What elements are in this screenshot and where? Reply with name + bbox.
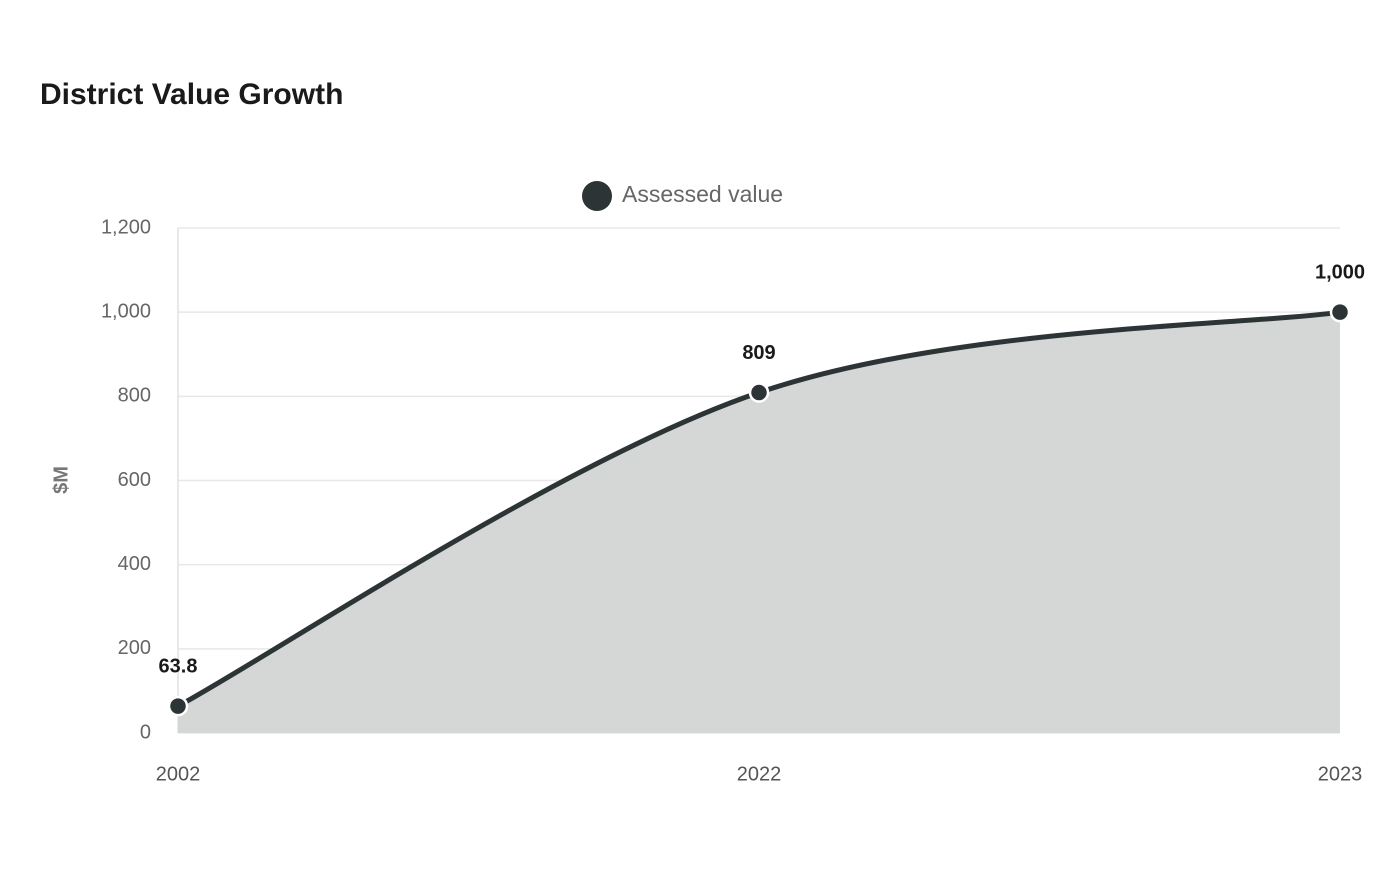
chart-title: District Value Growth	[40, 78, 343, 111]
point	[167, 695, 189, 717]
y-tick-label: 600	[118, 469, 151, 491]
x-tick-label: 2023	[1318, 763, 1363, 785]
y-tick-label: 0	[140, 721, 151, 743]
data-label: 63.8	[159, 655, 198, 677]
point	[748, 382, 770, 403]
x-tick-label: 2022	[737, 763, 782, 785]
y-tick-label: 800	[118, 385, 151, 407]
y-tick-label: 400	[118, 553, 151, 575]
legend-label: Assessed value	[622, 181, 783, 207]
data-label: 809	[742, 342, 775, 364]
y-tick-label: 1,200	[101, 216, 151, 238]
x-tick-label: 2002	[156, 763, 201, 785]
area-fill	[178, 312, 1340, 733]
y-tick-label: 1,000	[101, 300, 151, 322]
point	[1329, 301, 1351, 323]
y-tick-label: 200	[118, 637, 151, 659]
data-label: 1,000	[1315, 261, 1365, 283]
legend-marker	[582, 181, 612, 211]
y-axis-label: $M	[50, 466, 72, 494]
